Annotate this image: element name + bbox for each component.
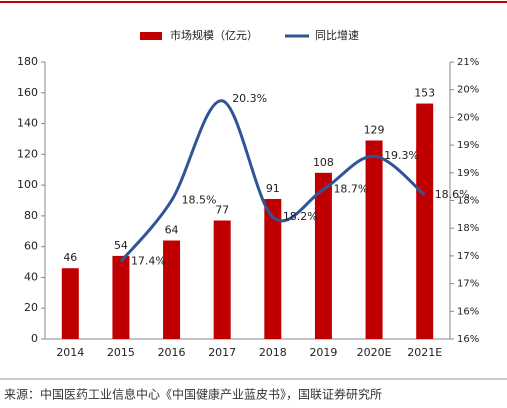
line-label: 19.3% (384, 149, 419, 162)
bar-label: 64 (165, 224, 179, 237)
y-tick-label: 100 (17, 178, 38, 191)
y2-tick-label: 17% (457, 279, 479, 290)
x-tick-label: 2019 (309, 346, 337, 359)
x-tick-label: 2017 (208, 346, 236, 359)
bar-label: 46 (63, 251, 77, 264)
y-tick-label: 40 (24, 270, 38, 283)
y2-tick-label: 17% (457, 251, 479, 262)
line-label: 18.5% (182, 194, 217, 207)
legend-swatch (140, 32, 162, 40)
y-tick-label: 0 (31, 332, 38, 345)
line-label: 18.6% (435, 188, 470, 201)
y-tick-label: 180 (17, 55, 38, 68)
bar-label: 108 (313, 156, 334, 169)
growth-line (119, 99, 426, 263)
source: 来源：中国医药工业信息中心《中国健康产业蓝皮书》，国联证券研究所 (4, 387, 382, 402)
bar-label: 54 (114, 239, 128, 252)
y-tick-label: 20 (24, 301, 38, 314)
y2-tick-label: 16% (457, 334, 479, 345)
x-tick-label: 2020E (357, 346, 392, 359)
line-label: 20.3% (232, 92, 267, 105)
bar-label: 77 (215, 204, 229, 217)
y2-tick-label: 20% (457, 112, 479, 123)
x-tick-label: 2018 (259, 346, 287, 359)
y-tick-label: 60 (24, 240, 38, 253)
y-tick-label: 140 (17, 117, 38, 130)
bar (314, 172, 332, 339)
bar (264, 198, 282, 339)
x-tick-label: 2015 (107, 346, 135, 359)
bar (213, 220, 231, 339)
line-label: 18.2% (283, 210, 318, 223)
y-tick-label: 80 (24, 209, 38, 222)
bar-label: 153 (414, 87, 435, 100)
line-label: 17.4% (131, 254, 166, 267)
bar (61, 268, 79, 339)
bar-label: 129 (364, 123, 385, 136)
line-label: 18.7% (333, 182, 368, 195)
bar (112, 255, 130, 339)
y2-tick-label: 18% (457, 223, 479, 234)
y-tick-label: 120 (17, 147, 38, 160)
legend-label: 市场规模（亿元） (170, 28, 258, 42)
bar (365, 140, 383, 339)
x-tick-label: 2016 (158, 346, 186, 359)
y2-tick-label: 20% (457, 85, 479, 96)
bar-label: 91 (266, 182, 280, 195)
legend-label: 同比增速 (315, 28, 359, 42)
y2-tick-label: 16% (457, 306, 479, 317)
x-tick-label: 2021E (407, 346, 442, 359)
x-tick-label: 2014 (56, 346, 84, 359)
y2-tick-label: 21% (457, 57, 479, 68)
bar (163, 240, 181, 339)
bar (416, 103, 434, 339)
y2-tick-label: 19% (457, 168, 479, 179)
y2-tick-label: 19% (457, 140, 479, 151)
y2-tick-label: 18% (457, 196, 479, 207)
y-tick-label: 160 (17, 86, 38, 99)
